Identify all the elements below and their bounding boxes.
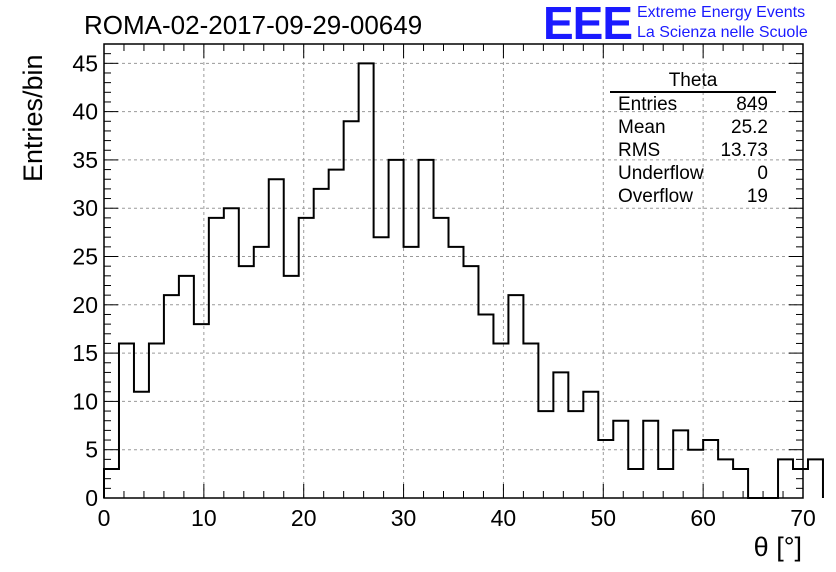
histogram-bin: [149, 343, 164, 498]
stats-row-entries: Entries 849: [610, 93, 776, 116]
histogram-bin: [703, 440, 718, 498]
histogram-bin: [733, 469, 748, 498]
histogram-bin: [493, 343, 508, 498]
logo-caption: Extreme Energy Events La Scienza nelle S…: [637, 3, 808, 43]
histogram-bin: [359, 63, 374, 498]
x-axis-label: θ [°]: [753, 532, 802, 562]
histogram-bin: [194, 324, 209, 498]
histogram-bin: [583, 392, 598, 498]
histogram-bin: [239, 266, 254, 498]
x-tick-label: 50: [590, 505, 616, 531]
y-tick-label: 30: [72, 195, 98, 221]
histogram-bin: [658, 469, 673, 498]
x-tick-label: 60: [690, 505, 716, 531]
stats-row-overflow: Overflow 19: [610, 185, 776, 208]
y-tick-label: 40: [72, 99, 98, 125]
stats-row-mean: Mean 25.2: [610, 116, 776, 139]
y-axis-label: Entries/bin: [18, 54, 48, 182]
plot-frame: [103, 43, 804, 499]
histogram-bin: [808, 459, 823, 498]
histogram-bin: [718, 459, 733, 498]
stats-title: Theta: [610, 70, 776, 93]
y-tick-label: 35: [72, 147, 98, 173]
histogram-bin: [793, 469, 808, 498]
histogram-bin: [119, 343, 134, 498]
grid-lines: [104, 44, 803, 498]
x-tick-label: 30: [391, 505, 417, 531]
histogram-bin: [478, 314, 493, 498]
stats-label: RMS: [618, 140, 661, 161]
y-tick-label: 25: [72, 244, 98, 270]
y-tick-label: 5: [85, 437, 98, 463]
y-tick-label: 45: [72, 50, 98, 76]
histogram-bin: [463, 266, 478, 498]
y-tick-label: 20: [72, 292, 98, 318]
stats-label: Mean: [618, 117, 666, 138]
stats-value: 19: [746, 186, 768, 207]
histogram-bin: [628, 469, 643, 498]
histogram-outline: [103, 62, 824, 499]
histogram-bin: [419, 160, 434, 498]
histogram-bin: [344, 121, 359, 498]
histogram-bin: [553, 372, 568, 498]
histogram-bin: [269, 179, 284, 498]
stats-row-rms: RMS 13.73: [610, 139, 776, 162]
x-tick-label: 20: [291, 505, 317, 531]
eee-logo: EEE: [543, 0, 633, 49]
histogram-bin: [209, 218, 224, 498]
y-tick-label: 10: [72, 388, 98, 414]
histogram-bin: [164, 295, 179, 498]
x-tick-label: 70: [790, 505, 816, 531]
histogram-bin: [673, 430, 688, 498]
stats-label: Overflow: [618, 186, 693, 207]
histogram-bin: [434, 218, 449, 498]
histogram-bin: [688, 450, 703, 498]
stats-box: Theta Entries 849 Mean 25.2 RMS 13.73 Un…: [610, 70, 776, 208]
histogram-bin: [389, 160, 404, 498]
stats-value: 0: [757, 163, 768, 184]
logo-line-2: La Scienza nelle Scuole: [637, 24, 808, 41]
histogram-bin: [598, 440, 613, 498]
histogram-bin: [254, 247, 269, 498]
histogram-bin: [314, 189, 329, 498]
histogram-bin: [134, 392, 149, 498]
histogram-bin: [538, 411, 553, 498]
histogram-bin: [104, 469, 119, 498]
chart-title: ROMA-02-2017-09-29-00649: [84, 10, 423, 40]
x-tick-label: 40: [491, 505, 517, 531]
histogram-bin: [299, 218, 314, 498]
histogram-bin: [523, 343, 538, 498]
histogram-bin: [224, 208, 239, 498]
stats-label: Underflow: [618, 163, 704, 184]
histogram-bin: [778, 459, 793, 498]
stats-value: 25.2: [731, 117, 768, 138]
stats-value: 13.73: [720, 140, 768, 161]
histogram-bin: [329, 170, 344, 498]
histogram-bin: [284, 276, 299, 498]
histogram-bin: [568, 411, 583, 498]
histogram-bin: [179, 276, 194, 498]
stats-label: Entries: [618, 94, 678, 115]
histogram-bin: [449, 247, 464, 498]
logo-line-1: Extreme Energy Events: [637, 4, 806, 21]
histogram-bin: [404, 247, 419, 498]
y-tick-label: 0: [85, 485, 98, 511]
histogram-bin: [374, 237, 389, 498]
y-tick-label: 15: [72, 340, 98, 366]
axes: 0 10 20 30 40 50 60 70 0 5 10 15 20 25 30 35 40 45: [72, 43, 816, 531]
histogram-bin: [508, 295, 523, 498]
stats-row-underflow: Underflow 0: [610, 162, 776, 185]
x-tick-label: 0: [98, 505, 111, 531]
histogram-bin: [613, 421, 628, 498]
histogram: [103, 62, 824, 499]
histogram-bin: [643, 421, 658, 498]
x-tick-label: 10: [191, 505, 217, 531]
stats-value: 849: [736, 94, 768, 115]
